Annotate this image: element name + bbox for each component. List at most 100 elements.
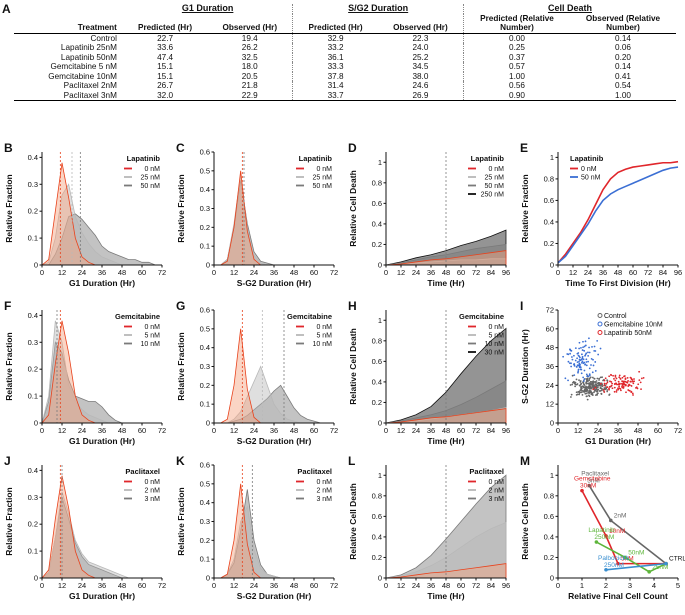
scatter-point (581, 357, 584, 360)
y-tick-label: 0.6 (200, 306, 210, 315)
y-tick-label: 0.5 (200, 479, 210, 488)
panel-label: C (176, 141, 185, 155)
scatter-point (564, 377, 567, 380)
scatter-point (588, 367, 591, 370)
y-tick-label: 0.3 (200, 362, 210, 371)
y-tick-label: 0.1 (200, 242, 210, 251)
y-tick-label: 0.2 (200, 381, 210, 390)
x-axis-label: G1 Duration (Hr) (69, 591, 135, 601)
scatter-point (585, 364, 588, 367)
series-line-Lapatinib (596, 541, 667, 573)
scatter-point (573, 381, 576, 384)
series-area-3-nM (385, 474, 507, 579)
scatter-point (632, 394, 634, 396)
scatter-point (578, 347, 581, 350)
scatter-point (576, 364, 579, 367)
scatter-point (585, 361, 588, 363)
scatter-point (573, 374, 576, 377)
scatter-point (611, 387, 614, 390)
scatter-point (589, 391, 591, 393)
scatter-point (614, 375, 617, 378)
scatter-point (586, 390, 588, 392)
point-label: 10nM (609, 528, 625, 535)
table-cell: 0.14 (615, 62, 631, 71)
scatter-point (574, 347, 577, 350)
series-point (580, 488, 584, 493)
series-area-0-nM (385, 563, 507, 579)
scatter-point (598, 379, 600, 381)
scatter-point (603, 387, 606, 389)
scatter-point (640, 388, 642, 390)
scatter-point (599, 390, 602, 392)
table-cell: 1.00 (570, 90, 676, 101)
x-tick-label: 72 (674, 426, 682, 435)
y-axis-label: Relative Cell Death (348, 483, 358, 560)
panel-label: F (4, 299, 11, 313)
scatter-point (571, 374, 574, 377)
scatter-point (570, 393, 573, 396)
scatter-point (623, 375, 625, 378)
x-tick-label: 60 (310, 268, 318, 277)
point-label: Lapatinib 250nM (588, 527, 615, 541)
scatter-point (586, 398, 589, 401)
x-tick-label: 36 (98, 426, 106, 435)
scatter-point (587, 354, 590, 357)
y-axis-label: Relative Fraction (4, 174, 14, 243)
scatter-point (625, 391, 627, 394)
y-tick-label: 0.2 (372, 398, 382, 407)
x-tick-label: 24 (594, 426, 602, 435)
table-cell: 15.1 (157, 62, 174, 71)
x-axis-label: S-G2 Duration (Hr) (237, 436, 312, 446)
legend-label: 0 nM (144, 479, 160, 486)
x-tick-label: 48 (118, 268, 126, 277)
y-tick-label: 0 (34, 261, 38, 270)
chart-panel-c: C 0 12 24 36 48 60 72 0 0.1 0.2 0.3 0.4 0.5 0.6 S-G2 Du… (176, 141, 338, 288)
scatter-point (588, 395, 591, 398)
x-tick-label: 60 (310, 581, 318, 590)
y-axis-label: Relative Fraction (520, 174, 530, 243)
scatter-point (588, 351, 591, 354)
x-tick-label: 48 (442, 581, 450, 590)
scatter-point (606, 381, 609, 384)
scatter-point (596, 339, 599, 342)
scatter-point (609, 373, 612, 376)
y-tick-label: 0.3 (28, 180, 38, 189)
scatter-point (592, 364, 595, 367)
y-tick-label: 36 (546, 362, 554, 371)
legend-label: 5 nM (488, 333, 504, 340)
group-g1: G1 Duration (181, 3, 234, 13)
scatter-point (588, 379, 591, 382)
scatter-point (637, 383, 640, 386)
x-tick-label: 5 (676, 581, 680, 590)
chart-panel-d: D 0 12 24 36 48 60 72 84 96 0 0.2 0.4 0.6 0.8 1 Time (Hr… (348, 141, 510, 288)
panel-label: E (520, 141, 528, 155)
y-tick-label: 0.1 (28, 547, 38, 556)
legend-title: Lapatinib (471, 154, 505, 163)
scatter-point (603, 384, 606, 387)
scatter-point (610, 381, 613, 383)
header-col: Predicted (Hr) (122, 13, 208, 34)
scatter-point (585, 352, 588, 355)
scatter-point (599, 384, 602, 387)
table-row-label: Lapatinib 25nM (60, 43, 117, 52)
scatter-point (602, 379, 604, 382)
scatter-point (638, 370, 641, 373)
x-tick-label: 60 (457, 581, 465, 590)
x-tick-label: 48 (118, 581, 126, 590)
scatter-point (588, 374, 591, 377)
y-tick-label: 60 (546, 324, 554, 333)
scatter-point (582, 362, 585, 365)
table-cell: 19.4 (241, 33, 258, 43)
scatter-point (579, 356, 581, 359)
scatter-point (595, 380, 598, 382)
scatter-point (583, 345, 586, 348)
y-tick-label: 0.6 (200, 461, 210, 470)
scatter-point (630, 391, 633, 394)
legend-title: Gemcitabine (115, 312, 160, 321)
y-tick-label: 0 (378, 419, 382, 428)
x-tick-label: 72 (330, 268, 338, 277)
x-tick-label: 96 (674, 268, 682, 277)
table-row-label: Gemcitabine 5 nM (50, 62, 117, 71)
scatter-point (580, 346, 582, 349)
scatter-point (585, 378, 588, 380)
